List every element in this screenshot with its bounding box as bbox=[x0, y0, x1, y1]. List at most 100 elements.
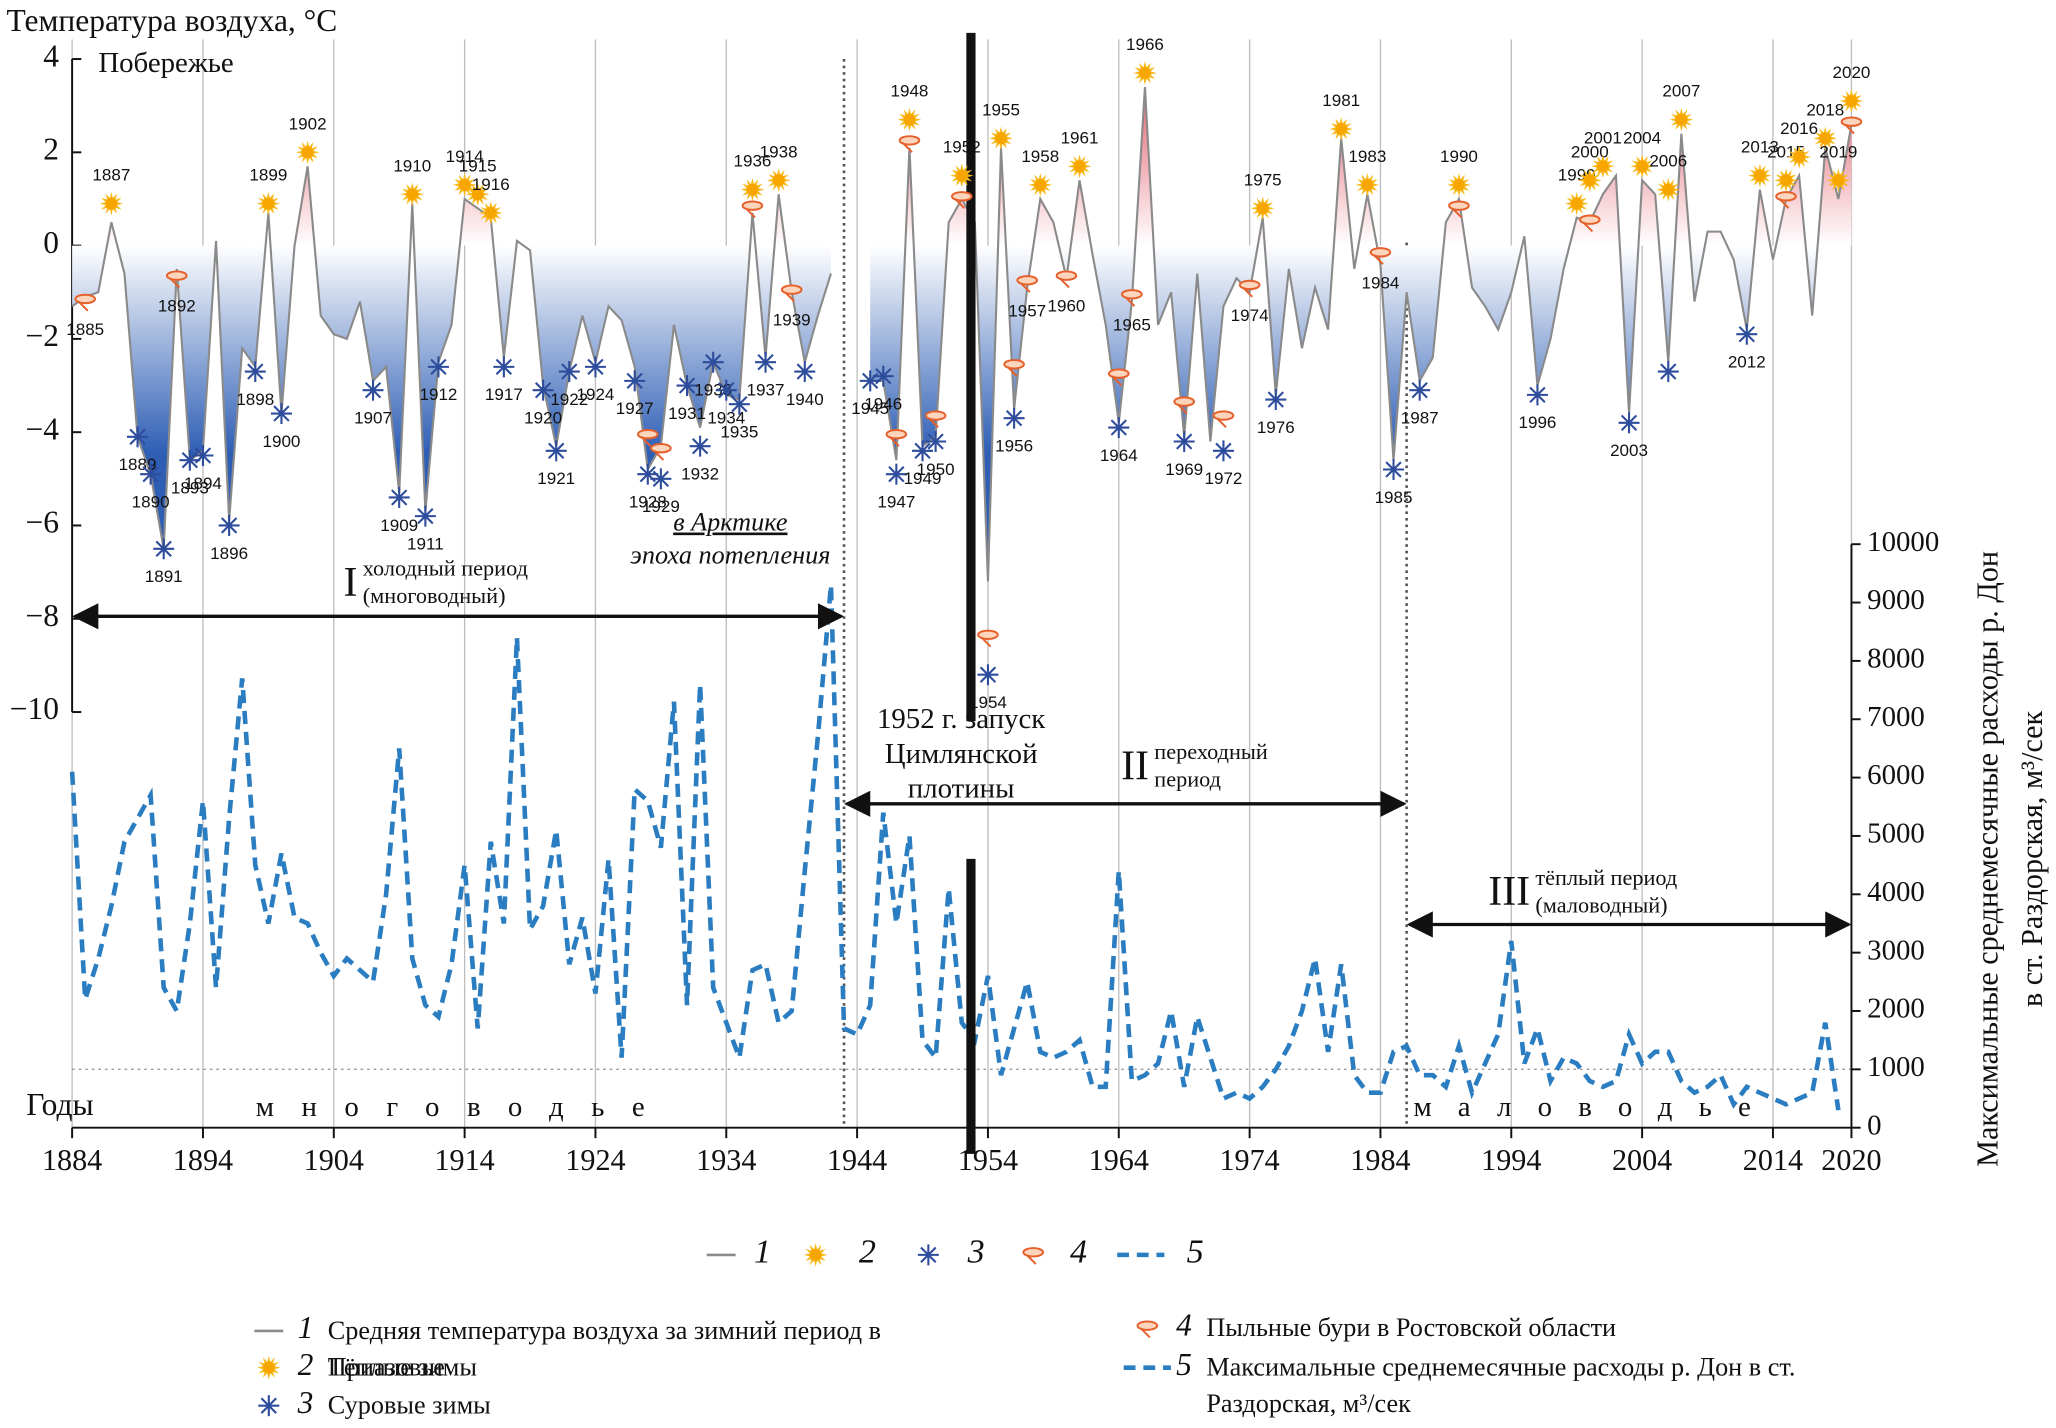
legend-entry: Тёплые зимы bbox=[328, 1353, 477, 1382]
sun-marker bbox=[1447, 173, 1471, 197]
discharge-line bbox=[69, 584, 1841, 1111]
asterisk-marker bbox=[794, 361, 816, 383]
sun-core bbox=[1034, 179, 1047, 191]
year-label: 1894 bbox=[184, 474, 222, 493]
asterisk-marker bbox=[1003, 407, 1025, 429]
x-tick-label: 1944 bbox=[827, 1143, 887, 1177]
sun-core bbox=[1662, 183, 1675, 196]
sun-marker bbox=[1813, 126, 1838, 151]
y2-axis-title: в ст. Раздорская, м³/сек bbox=[2015, 710, 2049, 1007]
sun-marker bbox=[452, 173, 477, 197]
asterisk-marker bbox=[584, 356, 606, 378]
dust-top bbox=[885, 429, 908, 440]
year-label: 1916 bbox=[472, 175, 510, 194]
year-label: 1947 bbox=[877, 493, 915, 512]
dust-top bbox=[1121, 289, 1143, 300]
dust-tail bbox=[889, 436, 900, 447]
dust-tail bbox=[1242, 286, 1253, 298]
dust-top bbox=[898, 135, 921, 146]
annotation: многоводье bbox=[256, 1091, 673, 1123]
year-label: 1965 bbox=[1113, 315, 1151, 334]
asterisk-ray bbox=[652, 470, 670, 487]
asterisk-ray bbox=[260, 1397, 277, 1414]
year-label: 1940 bbox=[786, 390, 824, 409]
year-label: 1899 bbox=[249, 166, 287, 185]
dust-tail bbox=[902, 142, 913, 153]
asterisk-marker bbox=[388, 486, 410, 508]
year-label: 2004 bbox=[1623, 128, 1661, 147]
asterisk-marker bbox=[1212, 440, 1234, 462]
year-label: 1910 bbox=[393, 156, 431, 175]
year-label: 1915 bbox=[459, 156, 497, 175]
year-label: 1974 bbox=[1231, 306, 1269, 325]
x-tick-label: 1884 bbox=[42, 1143, 102, 1177]
sun-marker bbox=[1133, 61, 1157, 85]
asterisk-marker bbox=[127, 426, 149, 448]
legend-entry: Суровые зимы bbox=[328, 1391, 491, 1420]
year-label: 1932 bbox=[681, 465, 719, 484]
sun-core bbox=[1753, 169, 1766, 182]
year-label: 1921 bbox=[537, 469, 575, 488]
y-axis-title: Температура воздуха, °С bbox=[7, 3, 338, 38]
dust-marker bbox=[1775, 191, 1797, 209]
year-label: 2019 bbox=[1819, 142, 1857, 161]
y-tick-label: −4 bbox=[26, 411, 60, 446]
sun-marker bbox=[1630, 154, 1654, 179]
dust-tail bbox=[928, 417, 939, 429]
year-label: 1920 bbox=[524, 409, 562, 428]
legend-symbol bbox=[258, 1395, 280, 1417]
annotation: Цимлянской bbox=[885, 738, 1038, 770]
year-label: 1966 bbox=[1126, 35, 1164, 54]
dust-marker bbox=[885, 429, 908, 447]
dust-tail bbox=[1124, 296, 1136, 307]
asterisk-ray bbox=[1529, 386, 1546, 404]
period-title: холодный период bbox=[363, 556, 528, 581]
x-tick-label: 1934 bbox=[696, 1143, 756, 1177]
x-tick-label: 2014 bbox=[1743, 1143, 1803, 1177]
legend-label: Максимальные среднемесячные расходы р. Д… bbox=[1206, 1353, 1796, 1419]
sun-marker bbox=[766, 168, 791, 193]
year-label: 1909 bbox=[380, 516, 418, 535]
dust-marker bbox=[1016, 275, 1039, 293]
y-tick-label: −8 bbox=[26, 598, 59, 633]
dust-marker bbox=[1369, 247, 1392, 265]
dust-tail bbox=[1373, 254, 1384, 265]
dust-top bbox=[741, 200, 764, 211]
x-tick-label: 2004 bbox=[1612, 1143, 1672, 1177]
year-label: 1987 bbox=[1401, 409, 1439, 428]
year-label: 2001 bbox=[1584, 128, 1622, 147]
asterisk-marker bbox=[1526, 384, 1548, 406]
legend-number: 5 bbox=[1187, 1234, 1204, 1271]
asterisk-marker bbox=[1657, 361, 1679, 383]
legend-symbol bbox=[257, 1355, 281, 1380]
asterisk-ray bbox=[587, 358, 604, 376]
legend-number: 3 bbox=[967, 1234, 985, 1271]
dust-marker bbox=[1055, 270, 1078, 289]
sun-marker bbox=[1774, 168, 1798, 193]
annotation: Годы bbox=[26, 1087, 93, 1122]
year-label: 1893 bbox=[171, 479, 209, 498]
asterisk-marker bbox=[1409, 379, 1431, 401]
asterisk-ray bbox=[495, 358, 513, 376]
year-label: 1985 bbox=[1375, 488, 1413, 507]
y-tick-label: 0 bbox=[43, 225, 59, 260]
sun-marker bbox=[295, 140, 320, 165]
sun-core bbox=[1832, 174, 1845, 187]
dust-top bbox=[165, 270, 188, 281]
asterisk-ray bbox=[626, 372, 643, 390]
dust-top bbox=[924, 410, 947, 421]
year-label: 1914 bbox=[446, 147, 484, 166]
dust-top bbox=[650, 443, 672, 454]
sun-marker bbox=[1028, 173, 1053, 197]
asterisk-ray bbox=[920, 1246, 937, 1264]
legend-number: 4 bbox=[1070, 1234, 1087, 1271]
asterisk-marker bbox=[414, 505, 436, 527]
dust-tail bbox=[1844, 123, 1855, 135]
year-label: 1898 bbox=[236, 390, 274, 409]
dust-marker bbox=[780, 284, 803, 303]
y2-tick-label: 2000 bbox=[1867, 993, 1925, 1025]
dust-marker bbox=[1107, 368, 1130, 387]
asterisk-ray bbox=[430, 358, 447, 376]
dust-marker bbox=[1238, 279, 1261, 298]
x-tick-label: 1894 bbox=[173, 1143, 233, 1177]
